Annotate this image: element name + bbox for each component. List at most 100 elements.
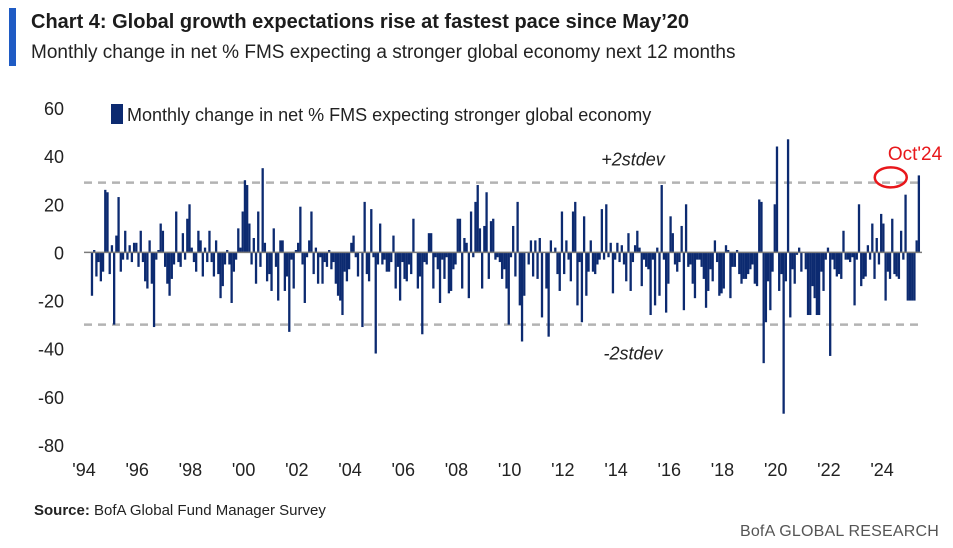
bar	[301, 252, 304, 265]
bar	[268, 252, 271, 275]
bar	[651, 252, 654, 260]
bar	[766, 252, 770, 282]
bar	[203, 247, 207, 253]
bar	[667, 252, 670, 284]
bar	[146, 252, 149, 289]
bar	[902, 252, 905, 260]
bar	[649, 252, 652, 316]
bar	[895, 252, 898, 277]
chart-subtitle: Monthly change in net % FMS expecting a …	[31, 42, 736, 63]
bar	[536, 252, 539, 279]
bar	[824, 252, 827, 260]
bar	[591, 252, 595, 272]
bar	[115, 235, 118, 253]
bar	[837, 252, 841, 275]
bar	[864, 252, 867, 277]
bar	[587, 252, 590, 272]
bar	[101, 252, 105, 272]
bar	[130, 252, 134, 263]
bar	[113, 252, 116, 325]
bar	[545, 252, 548, 289]
bar	[897, 252, 901, 279]
bar	[452, 252, 455, 270]
y-tick-label: 0	[54, 243, 64, 263]
bar	[241, 211, 244, 253]
bar	[658, 252, 661, 296]
bar	[361, 252, 364, 328]
bar	[793, 252, 796, 284]
bar	[272, 228, 275, 253]
bar	[321, 252, 324, 284]
bar	[135, 242, 138, 253]
bar	[722, 252, 725, 289]
bar	[312, 252, 315, 275]
bar	[126, 252, 129, 260]
source-note: Source: BofA Global Fund Manager Survey	[34, 502, 326, 519]
bar	[518, 252, 521, 306]
bar	[274, 252, 278, 267]
bar	[226, 250, 229, 253]
chart-title: Chart 4: Global growth expectations rise…	[31, 11, 689, 33]
bar	[325, 252, 329, 267]
bar	[567, 252, 570, 260]
bar	[660, 185, 663, 253]
x-tick-label: '16	[658, 460, 681, 480]
bar	[392, 235, 395, 253]
bar	[416, 252, 420, 289]
bar	[780, 252, 783, 275]
bar	[582, 216, 586, 253]
bar	[786, 139, 790, 253]
bar	[454, 252, 457, 265]
bar	[811, 252, 814, 287]
bar	[137, 252, 140, 267]
bar	[155, 252, 158, 260]
bar	[285, 252, 289, 277]
y-tick-label: -40	[38, 340, 64, 360]
bar	[860, 252, 863, 287]
bar	[279, 240, 282, 253]
bar	[132, 242, 136, 253]
bar	[104, 189, 107, 253]
bar	[449, 252, 453, 291]
bar	[250, 252, 253, 265]
bar	[148, 240, 151, 253]
bar	[764, 252, 768, 323]
bar	[141, 252, 145, 263]
bar	[733, 252, 737, 267]
bar	[904, 194, 907, 253]
bar	[219, 252, 222, 299]
bar	[157, 250, 160, 253]
bar	[899, 230, 903, 253]
bar	[831, 252, 834, 260]
bar	[481, 252, 484, 289]
bar	[461, 252, 464, 289]
bar	[175, 211, 178, 253]
bar	[489, 221, 493, 253]
bar	[842, 230, 845, 253]
bar	[636, 230, 639, 253]
bar	[888, 252, 892, 279]
bar	[456, 218, 459, 253]
bar	[724, 245, 728, 253]
bar	[720, 252, 723, 294]
bar	[751, 252, 754, 265]
bar	[629, 252, 632, 291]
bar	[396, 252, 400, 267]
bar	[514, 252, 517, 277]
bar	[374, 252, 377, 354]
bar	[110, 245, 114, 253]
bar	[186, 218, 189, 253]
bar	[600, 209, 603, 253]
bar	[877, 252, 881, 265]
bar	[288, 252, 291, 332]
bar	[671, 233, 674, 253]
bar	[206, 252, 209, 263]
bar	[873, 252, 876, 279]
bar	[835, 252, 838, 277]
bar	[906, 252, 909, 301]
bar	[425, 252, 428, 265]
bar	[908, 252, 912, 301]
bar	[822, 252, 825, 291]
bar	[911, 252, 914, 301]
bar	[387, 252, 391, 272]
